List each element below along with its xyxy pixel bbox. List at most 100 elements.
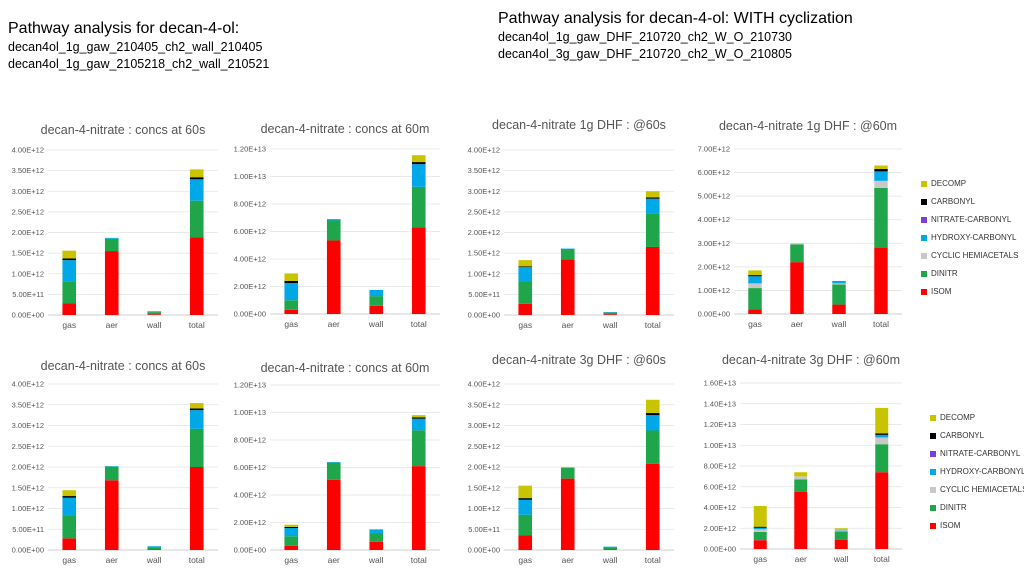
y-tick-label: 0.00E+00 — [12, 546, 44, 555]
bar-segment-dinitr — [874, 187, 888, 248]
chart-1g-dhf-60s: decan-4-nitrate 1g DHF : @60s 0.00E+00 5.0… — [468, 118, 674, 330]
legend-item: DINITR — [930, 499, 1024, 517]
header-right-title: Pathway analysis for decan-4-ol: WITH cy… — [498, 10, 853, 27]
legend-item: DECOMP — [930, 409, 1024, 427]
y-tick-label: 3.50E+12 — [12, 166, 44, 175]
bar-segment-cyclic-hemiacetals — [790, 243, 804, 245]
legend-label: NITRATE-CARBONYL — [940, 449, 1021, 458]
bar-segment-isom — [284, 545, 299, 550]
y-tick-label: 2.50E+12 — [468, 442, 500, 451]
bar-segment-isom — [326, 240, 341, 314]
bar-segment-hydroxy-carbonyl — [560, 467, 575, 468]
bar-segment-decomp — [748, 270, 762, 276]
x-tick-label: wall — [146, 555, 162, 565]
y-tick-label: 1.40E+13 — [704, 399, 736, 408]
bar-segment-decomp — [645, 191, 660, 198]
legend-item: CYCLIC HEMIACETALS — [921, 247, 1018, 265]
y-tick-label: 1.00E+12 — [468, 504, 500, 513]
x-tick-label: gas — [62, 555, 76, 565]
legend-item: CARBONYL — [930, 427, 1024, 445]
bar-segment-isom — [411, 466, 426, 550]
bar-segment-carbonyl — [645, 197, 660, 199]
x-tick-label: wall — [602, 555, 618, 565]
x-tick-label: total — [873, 319, 889, 329]
chart-title: decan-4-nitrate : concs at 60s — [41, 123, 206, 137]
bar-segment-dinitr — [326, 220, 341, 241]
bar-segment-dinitr — [518, 282, 533, 304]
y-tick-label: 0.00E+00 — [468, 546, 500, 555]
chart-title: decan-4-nitrate 1g DHF : @60m — [719, 119, 897, 133]
legend-label: CYCLIC HEMIACETALS — [940, 485, 1024, 494]
bar-segment-decomp — [284, 524, 299, 527]
x-tick-label: total — [645, 555, 661, 565]
legend-swatch — [930, 451, 936, 457]
bar-segment-dinitr — [189, 200, 204, 238]
bar-segment-dinitr — [189, 428, 204, 467]
bar-segment-hydroxy-carbonyl — [645, 415, 660, 431]
bar-segment-hydroxy-carbonyl — [832, 281, 846, 284]
y-tick-label: 8.00E+12 — [234, 200, 266, 209]
chart-title: decan-4-nitrate : concs at 60m — [261, 122, 430, 136]
bar-segment-dinitr — [369, 533, 384, 542]
x-tick-label: aer — [328, 319, 340, 329]
chart-3g-dhf-60m: decan-4-nitrate 3g DHF : @60m 0.00E+00 2.0… — [704, 353, 902, 564]
legend-swatch — [921, 271, 927, 277]
bar-segment-decomp — [284, 273, 299, 281]
bar-segment-hydroxy-carbonyl — [284, 528, 299, 537]
y-tick-label: 0.00E+00 — [704, 545, 736, 554]
bar-segment-decomp — [62, 490, 77, 497]
bar-segment-dinitr — [753, 531, 767, 541]
x-tick-label: total — [411, 319, 427, 329]
x-tick-label: aer — [106, 320, 118, 330]
y-tick-label: 5.00E+11 — [468, 525, 500, 534]
bar-segment-cyclic-hemiacetals — [875, 437, 889, 445]
bar-segment-dinitr — [104, 238, 119, 252]
bar-segment-carbonyl — [189, 177, 204, 180]
legend-label: DECOMP — [940, 413, 976, 422]
bar-segment-hydroxy-carbonyl — [753, 527, 767, 530]
bar-segment-decomp — [518, 485, 533, 499]
legend-item: DECOMP — [921, 175, 1018, 193]
x-tick-label: wall — [833, 554, 849, 564]
bar-segment-decomp — [874, 165, 888, 170]
bar-segment-carbonyl — [62, 496, 77, 498]
legend-label: NITRATE-CARBONYL — [931, 215, 1012, 224]
y-tick-label: 1.00E+12 — [468, 269, 500, 278]
y-tick-label: 1.20E+13 — [234, 145, 266, 154]
bar-segment-isom — [603, 549, 618, 550]
bar-segment-carbonyl — [753, 526, 767, 528]
y-tick-label: 5.00E+11 — [468, 290, 500, 299]
y-tick-label: 1.20E+13 — [234, 381, 266, 390]
bar-segment-carbonyl — [748, 275, 762, 277]
x-tick-label: total — [189, 320, 205, 330]
x-tick-label: total — [411, 555, 427, 565]
y-tick-label: 1.00E+13 — [704, 441, 736, 450]
chart-60s-bottom-left: decan-4-nitrate : concs at 60s 0.00E+00 5.… — [12, 359, 218, 565]
bar-segment-cyclic-hemiacetals — [753, 529, 767, 532]
bar-segment-dinitr — [104, 466, 119, 481]
header-left-line-1: decan4ol_1g_gaw_210405_ch2_wall_210405 — [8, 40, 263, 54]
legend-label: CARBONYL — [940, 431, 985, 440]
bar-segment-dinitr — [284, 536, 299, 546]
chart-3g-dhf-60s: decan-4-nitrate 3g DHF : @60s 0.00E+00 5.0… — [468, 353, 674, 565]
x-tick-label: aer — [106, 555, 118, 565]
legend-label: ISOM — [940, 521, 961, 530]
bar-segment-dinitr — [147, 312, 162, 315]
y-tick-label: 3.50E+12 — [468, 400, 500, 409]
y-tick-label: 5.00E+11 — [12, 525, 44, 534]
bar-segment-dinitr — [411, 186, 426, 228]
legend-swatch — [921, 289, 927, 295]
legend-label: HYDROXY-CARBONYL — [931, 233, 1017, 242]
bar-segment-carbonyl — [62, 258, 77, 261]
bar-segment-decomp — [794, 472, 808, 477]
bar-segment-decomp — [518, 260, 533, 267]
chart-title: decan-4-nitrate : concs at 60s — [41, 359, 206, 373]
bar-segment-carbonyl — [645, 413, 660, 416]
x-tick-label: total — [645, 320, 661, 330]
bar-segment-hydroxy-carbonyl — [560, 248, 575, 250]
legend-swatch — [930, 505, 936, 511]
chart-60s-top-left: decan-4-nitrate : concs at 60s 0.00E+00 5.… — [12, 123, 218, 330]
bar-segment-cyclic-hemiacetals — [874, 180, 888, 188]
bar-segment-hydroxy-carbonyl — [147, 311, 162, 313]
bar-segment-isom — [62, 538, 77, 550]
